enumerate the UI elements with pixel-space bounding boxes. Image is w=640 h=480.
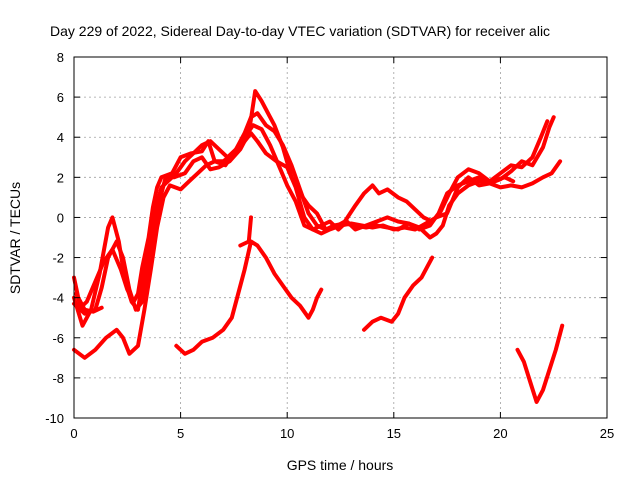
plot-frame xyxy=(73,56,608,419)
x-axis-label: GPS time / hours xyxy=(287,457,394,473)
y-tick-label: -6 xyxy=(52,331,64,346)
y-tick-label: -8 xyxy=(52,371,64,386)
series-trace-4 xyxy=(72,123,516,360)
series-trace-5 xyxy=(74,291,104,314)
y-tick-label: -2 xyxy=(52,251,64,266)
y-tick-labels: -10 -8 -6 -4 -2 0 2 4 6 8 xyxy=(45,50,64,426)
series-trace-7 xyxy=(238,215,253,248)
x-tick-label: 15 xyxy=(387,426,401,441)
series-trace-3 xyxy=(72,89,550,316)
x-tick-label: 25 xyxy=(600,426,614,441)
y-tick-label: 6 xyxy=(57,90,64,105)
y-tick-label: -4 xyxy=(52,291,64,306)
x-tick-label: 5 xyxy=(177,426,184,441)
x-tick-label: 10 xyxy=(280,426,294,441)
grid-lines xyxy=(74,57,607,418)
y-tick-label: -10 xyxy=(45,411,64,426)
y-tick-label: 4 xyxy=(57,130,64,145)
data-series xyxy=(72,89,565,404)
y-tick-label: 8 xyxy=(57,50,64,65)
series-trace-6 xyxy=(174,239,324,356)
y-tick-label: 2 xyxy=(57,170,64,185)
y-tick-label: 0 xyxy=(57,210,64,225)
series-trace-9 xyxy=(515,323,565,404)
x-tick-label: 20 xyxy=(493,426,507,441)
axis-ticks xyxy=(73,56,608,419)
series-trace-8 xyxy=(362,255,435,332)
chart-title: Day 229 of 2022, Sidereal Day-to-day VTE… xyxy=(50,23,550,39)
x-tick-labels: 0 5 10 15 20 25 xyxy=(70,426,614,441)
x-tick-label: 0 xyxy=(70,426,77,441)
y-axis-label: SDTVAR / TECUs xyxy=(7,182,23,294)
series-trace-1 xyxy=(72,131,563,310)
